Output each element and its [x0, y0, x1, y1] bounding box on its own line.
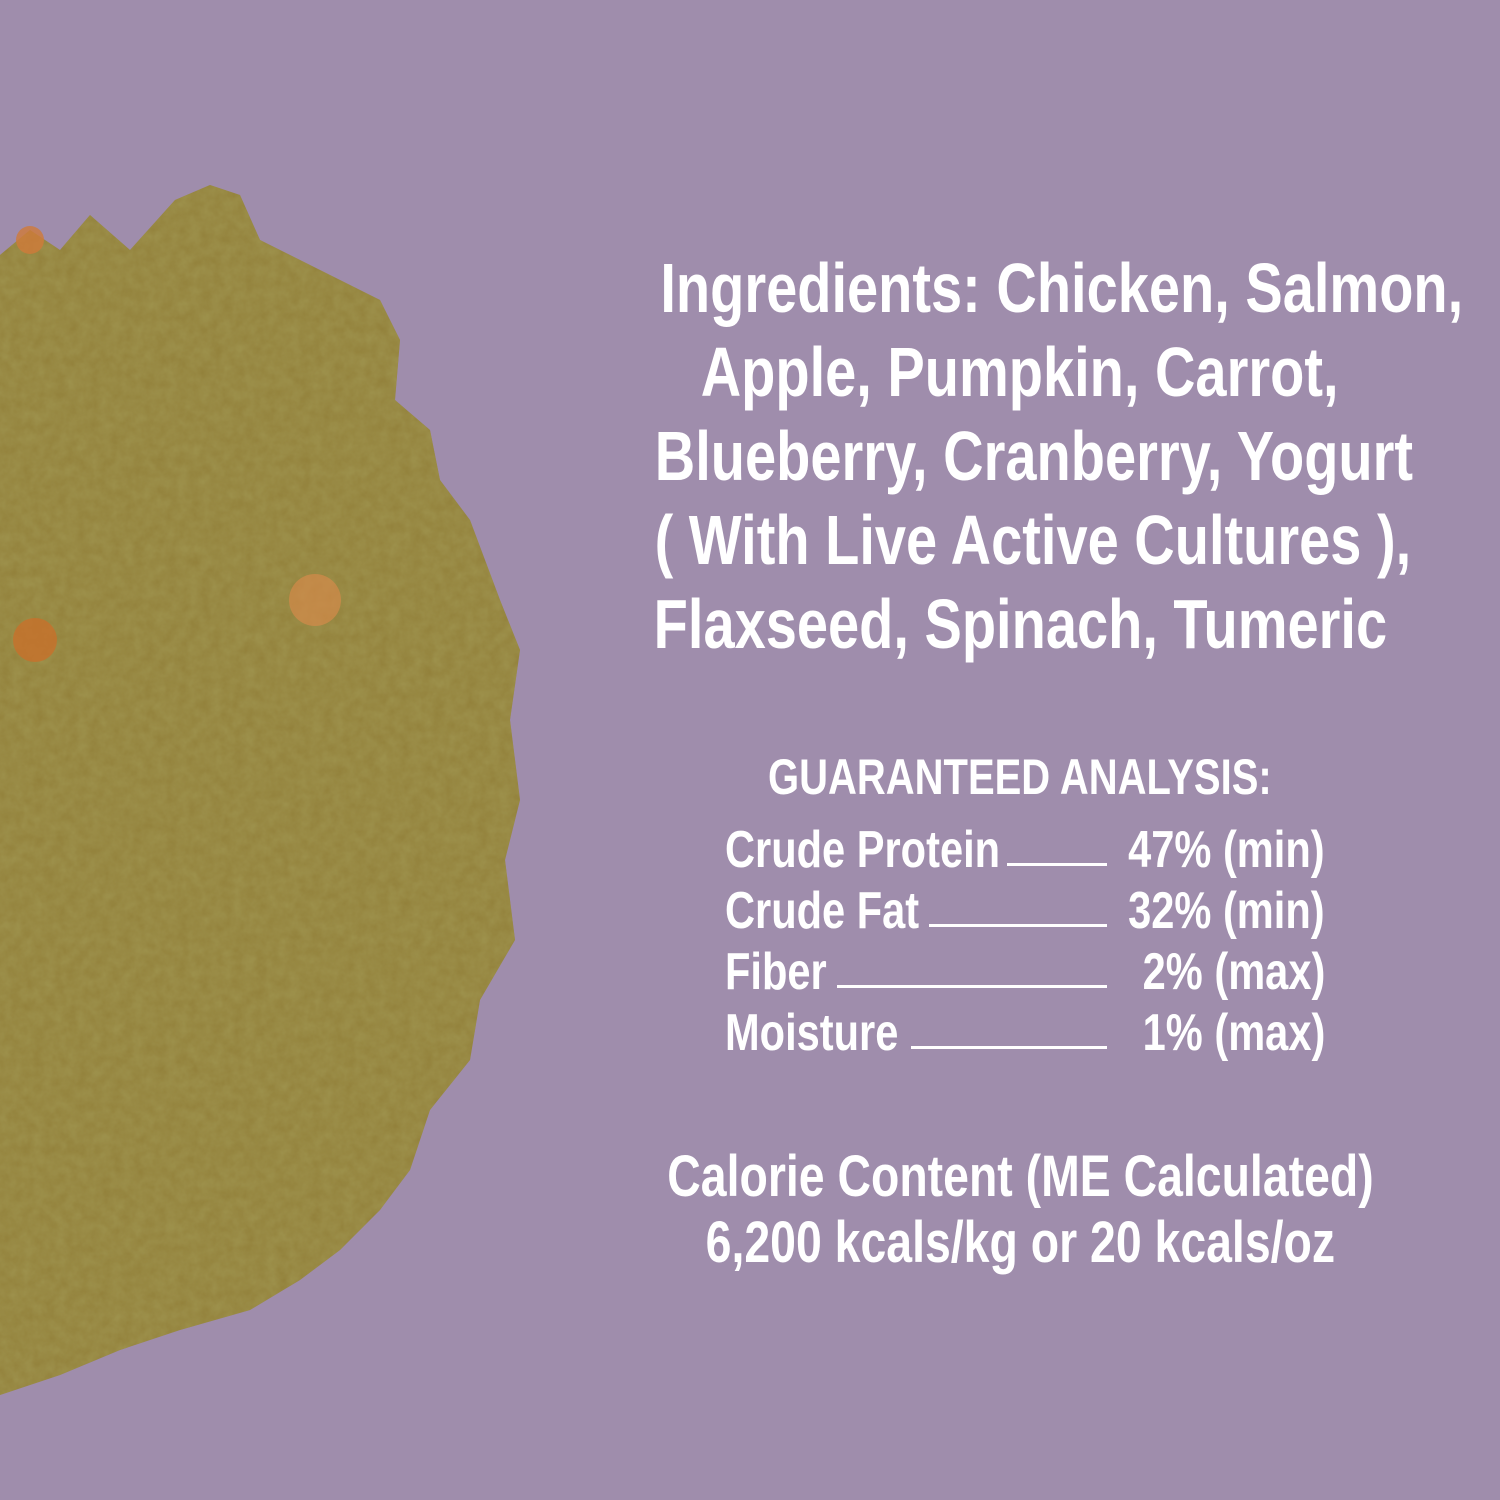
analysis-label: Crude Protein — [725, 821, 1001, 879]
analysis-value: 2% (max) — [1142, 943, 1325, 1001]
calorie-content: Calorie Content (ME Calculated) 6,200 kc… — [560, 1144, 1480, 1276]
analysis-value: 32% (min) — [1128, 882, 1325, 940]
analysis-label: Moisture — [725, 1004, 899, 1062]
ingredients-line: Blueberry, Cranberry, Yogurt — [654, 417, 1414, 495]
leader-line — [1007, 863, 1107, 866]
analysis-label: Crude Fat — [725, 882, 920, 940]
analysis-value: 1% (max) — [1142, 1004, 1325, 1062]
heading-text: GUARANTEED ANALYSIS: — [768, 749, 1272, 805]
analysis-value: 47% (min) — [1128, 821, 1325, 879]
leader-line — [837, 985, 1107, 988]
calorie-line: 6,200 kcals/kg or 20 kcals/oz — [705, 1210, 1335, 1275]
leader-line — [929, 924, 1107, 927]
analysis-label: Fiber — [725, 943, 827, 1001]
guaranteed-analysis-heading: GUARANTEED ANALYSIS: — [560, 748, 1480, 806]
analysis-row-protein: Crude Protein 47% (min) — [725, 820, 1325, 880]
analysis-row-fat: Crude Fat 32% (min) — [725, 881, 1325, 941]
leader-line — [911, 1046, 1107, 1049]
food-powder-image — [0, 185, 520, 1395]
analysis-row-moisture: Moisture 1% (max) — [725, 1003, 1325, 1063]
ingredients-line: Flaxseed, Spinach, Tumeric — [653, 585, 1387, 663]
ingredients-list: Ingredients: Chicken, Salmon, Apple, Pum… — [560, 246, 1480, 666]
calorie-line: Calorie Content (ME Calculated) — [666, 1144, 1374, 1209]
ingredients-line: Ingredients: Chicken, Salmon, — [660, 249, 1464, 327]
ingredients-line: ( With Live Active Cultures ), — [654, 501, 1412, 579]
analysis-row-fiber: Fiber 2% (max) — [725, 942, 1325, 1002]
ingredients-line: Apple, Pumpkin, Carrot, — [701, 333, 1339, 411]
